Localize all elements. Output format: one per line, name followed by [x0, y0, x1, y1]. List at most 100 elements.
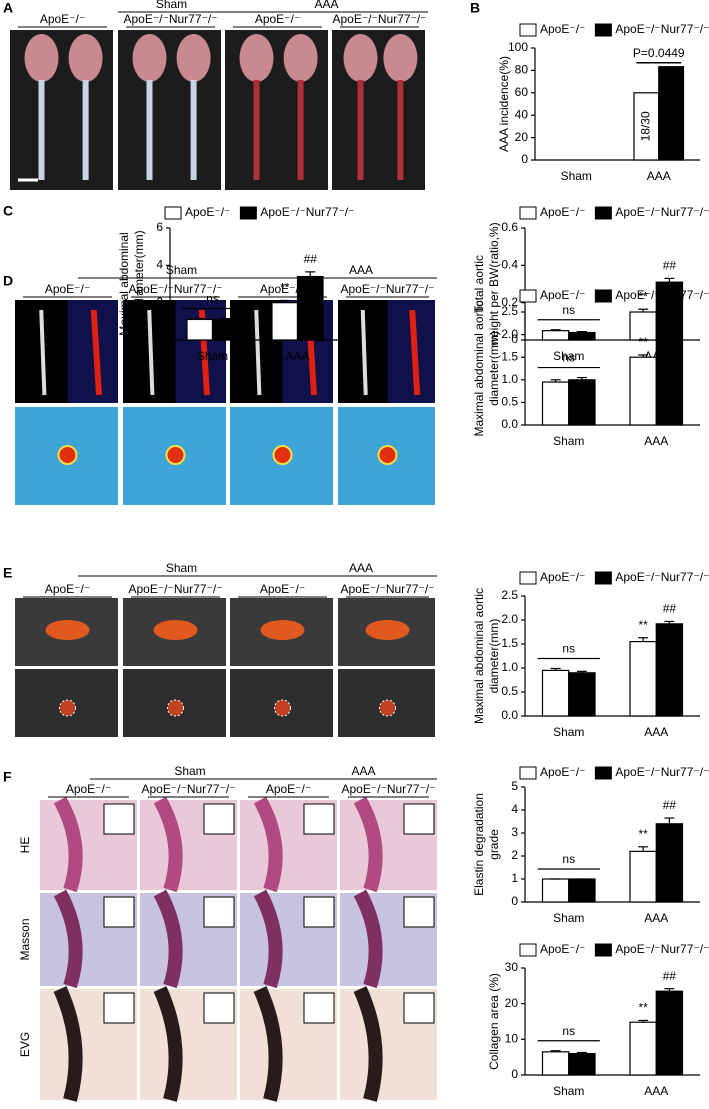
- aorta-3d: [409, 309, 421, 396]
- legend-swatch: [594, 289, 612, 303]
- annotation: ns: [562, 1024, 575, 1038]
- y-tick-label: 0.4: [501, 258, 518, 272]
- y-tick-label: 2.5: [501, 304, 518, 318]
- bar: [655, 823, 684, 903]
- y-tick-label: 40: [515, 107, 529, 121]
- inset: [403, 896, 435, 928]
- inset: [103, 803, 135, 835]
- aorta-gray: [39, 309, 47, 396]
- y-tick-label: 1.5: [501, 349, 518, 363]
- bar: [629, 640, 657, 717]
- y-tick-label: 0.6: [501, 220, 518, 234]
- annotation: ##: [663, 259, 677, 273]
- annotation: ##: [663, 798, 677, 812]
- y-tick-label: 0.5: [501, 395, 518, 409]
- y-axis-label: diameter(mm): [487, 331, 501, 406]
- y-tick-label: 1.0: [501, 660, 518, 674]
- group-label: AAA: [349, 263, 373, 277]
- aorta-gray: [254, 309, 262, 396]
- y-tick-label: 3: [511, 825, 518, 839]
- y-tick-label: 0.2: [501, 295, 518, 309]
- heart: [283, 34, 318, 82]
- doppler: [365, 620, 410, 640]
- y-tick-label: 1.5: [501, 636, 518, 650]
- y-tick-label: 20: [515, 130, 529, 144]
- x-tick-label: AAA: [644, 911, 668, 925]
- image-panels: [10, 30, 437, 1102]
- legend-label: ApoE⁻/⁻Nur77⁻/⁻: [615, 765, 709, 779]
- vessel-wall: [153, 986, 183, 1102]
- value-label: 18/30: [639, 111, 653, 141]
- aorta: [357, 80, 364, 180]
- aorta-gray: [147, 309, 155, 396]
- panel-label: D: [3, 273, 13, 289]
- legend-swatch: [519, 206, 537, 220]
- group-label: AAA: [349, 561, 373, 575]
- doppler-cross: [274, 699, 291, 717]
- bar: [629, 356, 657, 426]
- bar: [541, 330, 570, 341]
- legend-swatch: [519, 766, 537, 780]
- y-tick-label: 0.0: [501, 708, 518, 722]
- y-tick-label: 0: [156, 332, 163, 346]
- aorta-gray: [360, 309, 368, 396]
- inset: [203, 803, 235, 835]
- y-tick-label: 1.0: [501, 372, 518, 386]
- annotation: ns: [206, 292, 219, 306]
- x-tick-label: AAA: [647, 169, 671, 183]
- bar: [633, 92, 660, 161]
- annotation: ##: [663, 317, 677, 331]
- legend-label: ApoE⁻/⁻Nur77⁻/⁻: [260, 205, 354, 219]
- x-tick-label: Sham: [561, 169, 592, 183]
- lumen: [57, 445, 78, 465]
- vessel-wall: [53, 986, 83, 1102]
- heart: [24, 34, 59, 82]
- subgroup-label: ApoE⁻/⁻Nur77⁻/⁻: [128, 282, 222, 296]
- inset: [203, 992, 235, 1024]
- legend-label: ApoE⁻/⁻Nur77⁻/⁻: [615, 22, 709, 36]
- y-tick-label: 0: [511, 332, 518, 346]
- aorta: [297, 80, 304, 180]
- panel-label: B: [470, 0, 480, 16]
- y-tick-label: 0.5: [501, 684, 518, 698]
- bar: [568, 379, 596, 426]
- y-tick-label: 2: [156, 295, 163, 309]
- bar: [655, 281, 684, 341]
- bar: [629, 311, 657, 341]
- annotation: ##: [304, 252, 318, 266]
- y-tick-label: 2.5: [501, 588, 518, 602]
- inset: [103, 992, 135, 1024]
- y-tick-label: 0: [511, 1067, 518, 1081]
- subgroup-label: ApoE⁻/⁻: [66, 782, 111, 796]
- bar: [568, 672, 596, 717]
- vessel-wall: [253, 986, 283, 1102]
- subgroup-label: ApoE⁻/⁻Nur77⁻/⁻: [340, 282, 434, 296]
- aorta: [253, 80, 260, 180]
- x-tick-label: Sham: [197, 349, 228, 363]
- legend-label: ApoE⁻/⁻: [185, 205, 230, 219]
- annotation: **: [638, 335, 648, 349]
- y-tick-label: 6: [156, 220, 163, 234]
- legend-label: ApoE⁻/⁻: [540, 942, 585, 956]
- value-label: 25/30: [663, 98, 677, 128]
- y-tick-label: 60: [515, 85, 529, 99]
- row-label: HE: [18, 837, 32, 854]
- y-axis-label: Maximal abdominal aortic: [472, 300, 486, 436]
- panel-label: F: [3, 769, 12, 785]
- bar: [629, 850, 657, 903]
- heart: [343, 34, 378, 82]
- doppler: [45, 620, 90, 640]
- vessel-wall: [253, 889, 283, 989]
- y-axis-label: aortic diameter(mm): [132, 230, 146, 337]
- panel-label: C: [3, 203, 13, 219]
- legend-swatch: [519, 943, 537, 957]
- legend-swatch: [519, 571, 537, 585]
- y-tick-label: 80: [515, 63, 529, 77]
- subgroup-label: ApoE⁻/⁻: [266, 782, 311, 796]
- subgroup-label: ApoE⁻/⁻: [40, 12, 85, 26]
- legend-swatch: [594, 23, 612, 37]
- doppler-cross: [379, 699, 396, 717]
- y-axis-label: grade: [487, 829, 501, 860]
- legend-swatch: [594, 206, 612, 220]
